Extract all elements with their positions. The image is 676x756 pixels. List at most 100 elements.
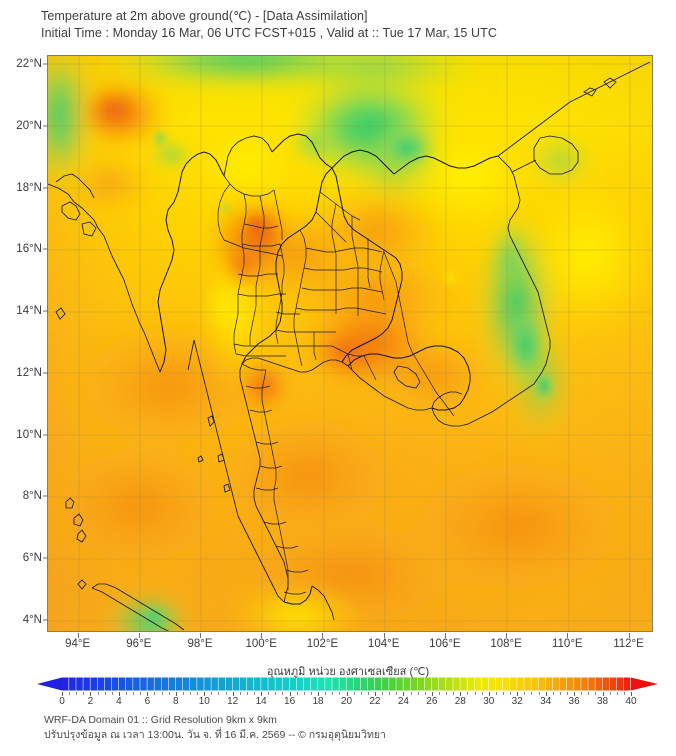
colorbar-segment [417, 677, 425, 691]
colorbar-tick-mark [360, 692, 362, 695]
colorbar-tick-mark [225, 692, 227, 695]
colorbar-segment [389, 677, 396, 691]
colorbar-tick-label: 24 [397, 696, 409, 707]
colorbar-segment [254, 677, 261, 691]
x-axis-tick-mark [567, 633, 569, 638]
y-axis-tick-label: 6°N [22, 551, 42, 564]
colorbar-segment [545, 677, 553, 691]
colorbar-segment [502, 677, 510, 691]
colorbar-tick-mark [118, 692, 120, 696]
colorbar-tick-mark [296, 692, 298, 695]
colorbar-tick-mark [495, 692, 497, 695]
colorbar-segment [453, 677, 460, 691]
colorbar-tick-mark [83, 692, 85, 695]
colorbar-tick-mark [581, 692, 583, 695]
colorbar-tick-mark [467, 692, 469, 695]
colorbar-segment [438, 677, 446, 691]
colorbar-tick-mark [431, 692, 433, 696]
colorbar-tick-label: 4 [116, 696, 122, 707]
colorbar-tick-mark [282, 692, 284, 695]
colorbar-tick-label: 40 [625, 696, 637, 707]
colorbar-tick-mark [332, 692, 334, 695]
y-axis-tick-mark [43, 619, 48, 621]
colorbar-tick-mark [389, 692, 391, 695]
colorbar-segment [232, 677, 240, 691]
colorbar-segment [175, 677, 183, 691]
colorbar-segment [481, 677, 489, 691]
colorbar-tick-mark [382, 692, 384, 695]
colorbar-tick-mark [552, 692, 554, 695]
colorbar-tick-mark [488, 692, 490, 696]
temperature-map [47, 55, 653, 632]
colorbar-segment [126, 677, 133, 691]
colorbar-segment [296, 677, 304, 691]
colorbar-segment [446, 677, 453, 691]
colorbar-tick-label: 6 [144, 696, 151, 707]
colorbar-tick-mark [502, 692, 504, 695]
colorbar-segment [218, 677, 226, 691]
y-axis-tick-mark [43, 125, 48, 127]
colorbar-tick-mark [268, 692, 270, 695]
colorbar-segment [339, 677, 346, 691]
colorbar-tick-mark [289, 692, 291, 696]
colorbar-tick-mark [318, 692, 320, 696]
colorbar-tick-mark [545, 692, 547, 696]
y-axis-tick-label: 4°N [22, 613, 42, 626]
colorbar-tick-mark [339, 692, 341, 695]
x-axis-tick-mark [322, 633, 324, 638]
colorbar-segment [374, 677, 382, 691]
colorbar-segment [239, 677, 247, 691]
colorbar-segment [76, 677, 83, 691]
colorbar-segment [602, 677, 610, 691]
colorbar-tick-mark [623, 692, 625, 695]
colorbar-tick-label: 32 [511, 696, 523, 707]
colorbar-segment [204, 677, 211, 691]
colorbar-tick-mark [182, 692, 184, 695]
colorbar-ticks: 0 2 4 6 8 10 12 14 16 18 20 22 24 26 28 30 32 34 36 38 40 [33, 692, 663, 708]
x-axis-tick-label: 102°E [306, 638, 339, 650]
x-axis-tick-label: 94°E [65, 638, 91, 650]
colorbar-tick-label: 30 [483, 696, 495, 707]
colorbar-segment [595, 677, 603, 691]
y-axis-tick-label: 14°N [16, 305, 42, 318]
colorbar-tick-label: 22 [369, 696, 381, 707]
y-axis-tick-label: 20°N [16, 119, 42, 132]
colorbar-tick-mark [410, 692, 412, 695]
colorbar-segment [609, 677, 617, 691]
colorbar-tick-mark [574, 692, 576, 696]
colorbar-tick-label: 20 [340, 696, 353, 707]
colorbar-tick-mark [76, 692, 78, 695]
colorbar-tick-mark [403, 692, 405, 696]
colorbar-segment [559, 677, 567, 691]
colorbar-tick-mark [133, 692, 135, 695]
colorbar-tick-label: 28 [454, 696, 466, 707]
colorbar-tick-label: 14 [255, 696, 267, 707]
colorbar-tick-mark [566, 692, 568, 695]
colorbar-segment [382, 677, 389, 691]
colorbar-tick-label: 38 [596, 696, 609, 707]
colorbar-tick-label: 0 [59, 696, 65, 707]
colorbar-tick-mark [147, 692, 149, 696]
colorbar-segment [268, 677, 275, 691]
colorbar-tick-mark [517, 692, 519, 696]
colorbar-segment [510, 677, 517, 691]
colorbar-segment [574, 677, 581, 691]
colorbar-tick-label: 12 [227, 696, 239, 707]
colorbar-segment [97, 677, 105, 691]
colorbar-tick-label: 16 [284, 696, 296, 707]
colorbar-segment [197, 677, 204, 691]
colorbar-tick-mark [453, 692, 455, 695]
colorbar-tick-mark [104, 692, 106, 695]
x-axis-tick-label: 106°E [429, 638, 461, 650]
colorbar-tick-label: 36 [568, 696, 580, 707]
colorbar-segment [275, 677, 282, 691]
colorbar-tick-mark [510, 692, 512, 695]
colorbar-tick-mark [559, 692, 561, 695]
model-info: WRF-DA Domain 01 :: Grid Resolution 9km … [44, 714, 277, 726]
colorbar-over-arrow [631, 677, 658, 691]
colorbar-tick-mark [140, 692, 142, 695]
colorbar-tick-mark [126, 692, 127, 695]
colorbar-segment [118, 677, 126, 691]
colorbar-segment [303, 677, 311, 691]
colorbar-segment [182, 677, 190, 691]
